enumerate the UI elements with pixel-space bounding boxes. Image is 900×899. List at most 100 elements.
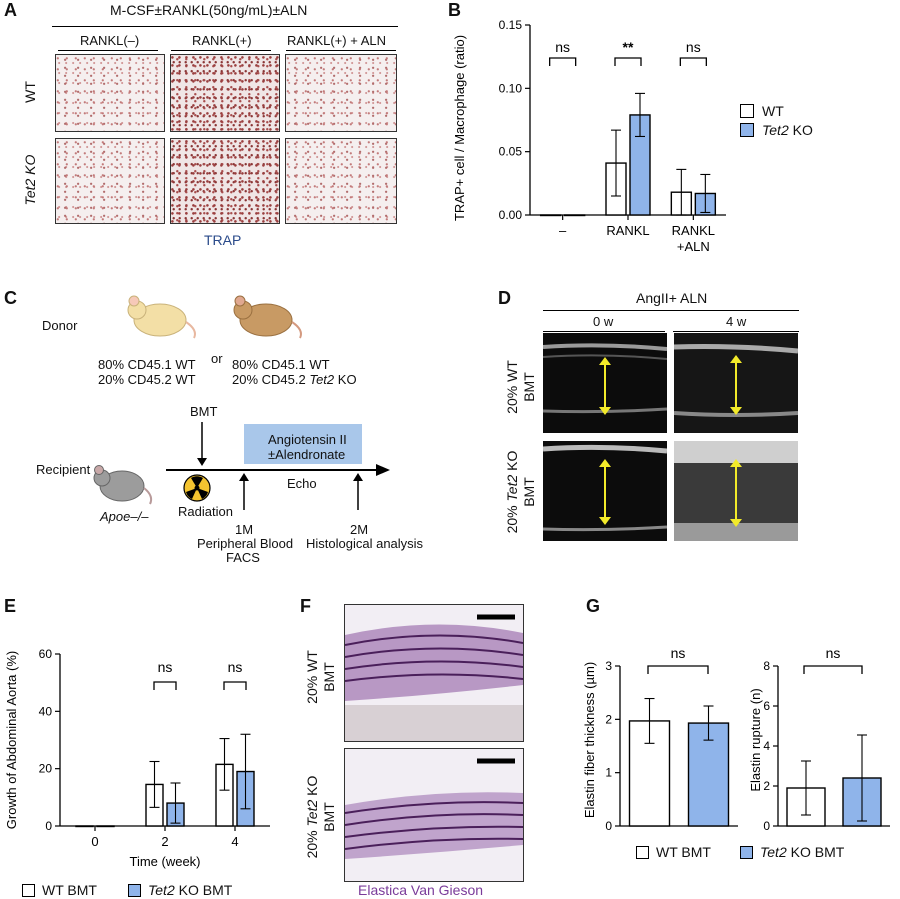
panel-a-header-line (52, 26, 398, 27)
bmt-label: BMT (190, 404, 218, 419)
panel-f-row-ko: 20% Tet2 KO BMT (304, 762, 338, 872)
y-tick-label: 0.15 (499, 18, 523, 32)
panel-e-chart: Growth of Abdominal Aorta (%) 0 20 40 60 0 2 4… (4, 647, 270, 869)
radiation-icon (183, 474, 211, 502)
timepoint-2m: 2M (350, 522, 369, 537)
bar (96, 825, 115, 828)
panel-b-legend-ko: Tet2 KO (762, 122, 813, 138)
panel-b-ylabel: TRAP+ cell / Macrophage (ratio) (452, 35, 467, 221)
panel-f-row-ko-line1: 20% Tet2 KO (304, 775, 320, 859)
panel-f-row-ko-line2: BMT (321, 802, 337, 832)
donor1-line1: 80% CD45.1 WT (98, 357, 196, 372)
panel-e-legend-ko: Tet2 KO BMT (148, 882, 233, 898)
panel-g1-ylabel: Elastin fiber thickness (µm) (582, 662, 597, 818)
evg-ko-tissue (344, 758, 524, 859)
trap-stain-label: TRAP (204, 232, 242, 248)
y-tick-label: 40 (39, 704, 53, 718)
donor-mouse-wt-icon (127, 295, 196, 339)
panel-f-row-wt-line1: 20% WT (304, 650, 320, 704)
significance-label: ** (623, 39, 634, 55)
x-tick-label: 2 (161, 834, 168, 849)
panel-a-col-1: RANKL(–) (80, 33, 140, 48)
panel-a-col-3: RANKL(+) + ALN (287, 33, 386, 48)
trap-wt-rankl-neg-image (55, 54, 165, 132)
y-tick-label: 2 (763, 779, 770, 793)
recipient-genotype: Apoe–/– (100, 509, 149, 524)
echo-wt-0w-trace (542, 343, 668, 415)
trap-ko-rankl-neg-image (55, 138, 165, 224)
echo-wt-4w-trace (673, 344, 799, 417)
evg-stain-label: Elastica Van Gieson (358, 882, 484, 898)
donor2-line1: 80% CD45.1 WT (232, 357, 330, 372)
y-tick-label: 0 (763, 819, 770, 833)
x-tick-label: 4 (231, 834, 238, 849)
trap-wt-rankl-pos-image (170, 54, 280, 132)
y-tick-label: 0.05 (499, 145, 523, 159)
trap-ko-rankl-pos-image (170, 138, 280, 224)
bar (563, 214, 586, 217)
bar (539, 214, 562, 217)
treatment-line1: Angiotensin II (268, 432, 347, 447)
timepoint-1m: 1M (235, 522, 254, 537)
recipient-mouse-icon (93, 465, 153, 505)
panel-d-col-0w: 0 w (593, 314, 614, 329)
timepoint-2m-desc: Histological analysis (306, 536, 424, 551)
panel-c-letter: C (4, 288, 17, 308)
panel-a-row-wt: WT (22, 81, 38, 103)
evg-ko-image (344, 748, 524, 882)
timepoint-1m-desc2: FACS (226, 550, 260, 565)
panel-b-chart: TRAP+ cell / Macrophage (ratio) 0.00 0.05… (452, 18, 726, 254)
panel-d-row-ko: 20% Tet2 KO BMT (504, 437, 538, 547)
panel-d-header-line (543, 310, 799, 311)
panel-e-legend-wt-swatch (22, 884, 35, 897)
x-tick-label: RANKL (606, 223, 649, 238)
echo-ko-0w-image (542, 441, 668, 541)
y-tick-label: 20 (39, 762, 53, 776)
panel-g2-chart: Elastin rupture (n) 0 2 4 6 8 ns (748, 645, 890, 833)
radiation-label: Radiation (178, 504, 233, 519)
panel-d-row-wt-line2: BMT (521, 372, 537, 402)
echo-ko-4w-image (674, 441, 798, 541)
panel-d-col-0w-line (543, 331, 665, 332)
y-tick-label: 0.10 (499, 81, 523, 95)
panel-g1-chart: Elastin fiber thickness (µm) 0 1 2 3 ns (582, 645, 738, 833)
x-tick-label: – (559, 223, 567, 238)
evg-wt-image (344, 604, 524, 742)
panel-g-legend-ko-swatch (740, 846, 753, 859)
panel-a-letter: A (4, 0, 17, 20)
significance-bracket (223, 681, 247, 690)
echo-wt-0w-image (542, 333, 668, 433)
panel-b-letter: B (448, 0, 461, 20)
panel-a-header: M-CSF±RANKL(50ng/mL)±ALN (110, 2, 308, 18)
panel-a-col-1-line (58, 50, 158, 51)
y-tick-label: 4 (763, 739, 770, 753)
panel-d-row-ko-line1: 20% Tet2 KO (504, 450, 520, 534)
echo-ko-0w-trace (542, 444, 668, 532)
donor2-line2: 20% CD45.2 Tet2 KO (232, 372, 357, 387)
y-tick-label: 8 (763, 659, 770, 673)
panel-g2-ylabel: Elastin rupture (n) (748, 688, 763, 791)
panel-d-col-4w: 4 w (726, 314, 747, 329)
panel-b-legend-wt: WT (762, 103, 784, 119)
x-tick-label: 0 (91, 834, 98, 849)
significance-label: ns (826, 645, 841, 661)
x-tick-label: RANKL (672, 223, 715, 238)
significance-bracket (647, 665, 709, 674)
donor-label: Donor (42, 318, 78, 333)
trap-ko-rankl-aln-image (285, 138, 397, 224)
trap-wt-rankl-aln-image (285, 54, 397, 132)
panel-g-legend-ko: Tet2 KO BMT (760, 844, 845, 860)
x-axis-title: Time (week) (129, 854, 200, 869)
panel-a-row-ko: Tet2 KO (22, 154, 38, 206)
panel-d-row-wt: 20% WT BMT (504, 342, 538, 432)
donor-mouse-ko-icon (233, 295, 302, 339)
panel-e-legend-ko-swatch (128, 884, 141, 897)
panel-d-col-4w-line (673, 331, 799, 332)
panel-d-row-ko-line2: BMT (521, 477, 537, 507)
panel-a-col-3-line (286, 50, 396, 51)
y-tick-label: 3 (605, 659, 612, 673)
treatment-line2: ±Alendronate (268, 447, 346, 462)
timepoint-1m-desc1: Peripheral Blood (197, 536, 294, 551)
evg-wt-tissue (344, 614, 524, 741)
significance-label: ns (555, 39, 570, 55)
